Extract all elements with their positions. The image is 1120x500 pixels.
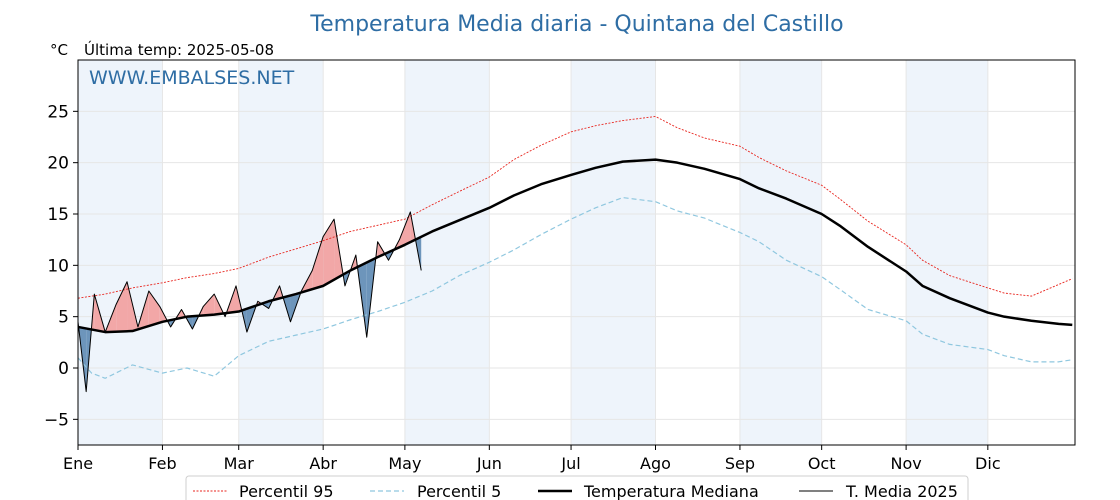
y-tick-label-2: 5 [58,308,69,328]
series-line-p95 [77,116,1073,299]
x-tick-label-4: May [388,454,421,473]
y-tick-label-6: 25 [47,102,69,122]
anomaly-fill-24-0 [323,219,335,286]
x-tick-label-3: Abr [309,454,337,473]
series-line-p5 [77,196,1073,379]
legend-box [185,475,969,500]
month-band-4 [739,60,822,445]
y-tick-label-4: 15 [47,205,69,225]
y-tick-label-0: −5 [44,410,69,430]
y-tick-label-3: 10 [47,256,69,276]
anomaly-fill-5-0 [116,281,128,332]
series-line-median [77,158,1073,334]
anomaly-fill-13-0 [203,294,215,316]
x-axis: Ene Feb Mar Abr May Jun Jul Ago Sep Oct Nov Dic [63,445,1001,473]
month-bands [78,60,988,445]
month-band-0 [78,60,163,445]
x-tick-label-11: Dic [975,454,1001,473]
unit-label: °C [50,41,68,59]
anomaly-fill-23-0 [312,236,324,290]
legend-label-p95: Percentil 95 [239,482,334,500]
series-line-t2025 [77,211,422,393]
month-band-1 [238,60,324,445]
series-lines [77,116,1073,393]
x-tick-label-1: Feb [148,454,176,473]
x-tick-label-5: Jun [476,454,502,473]
anomaly-fill-8-0 [148,291,160,326]
x-tick-label-10: Nov [890,454,921,473]
plot-frame [77,59,1076,446]
chart-title: Temperatura Media diaria - Quintana del … [309,12,843,37]
y-axis: −5 0 5 10 15 20 25 [44,102,78,430]
x-tick-label-6: Jul [560,454,580,473]
watermark: WWW.EMBALSES.NET [89,67,295,89]
legend-label-median: Temperatura Mediana [583,482,759,500]
last-temp-label: Última temp: 2025-05-08 [84,40,274,59]
month-band-3 [571,60,656,445]
y-tick-label-5: 20 [47,154,69,174]
legend-label-t2025: T. Media 2025 [845,482,958,500]
x-tick-label-2: Mar [224,454,255,473]
anomaly-fill-31-0 [399,211,411,248]
x-tick-label-7: Ago [640,454,671,473]
month-band-5 [906,60,988,445]
x-tick-label-9: Oct [808,454,836,473]
legend-label-p5: Percentil 5 [417,482,501,500]
x-tick-label-0: Ene [63,454,93,473]
x-tick-label-8: Sep [725,454,755,473]
legend: Percentil 95 Percentil 5 Temperatura Med… [185,475,969,500]
y-tick-label-1: 0 [58,359,69,379]
